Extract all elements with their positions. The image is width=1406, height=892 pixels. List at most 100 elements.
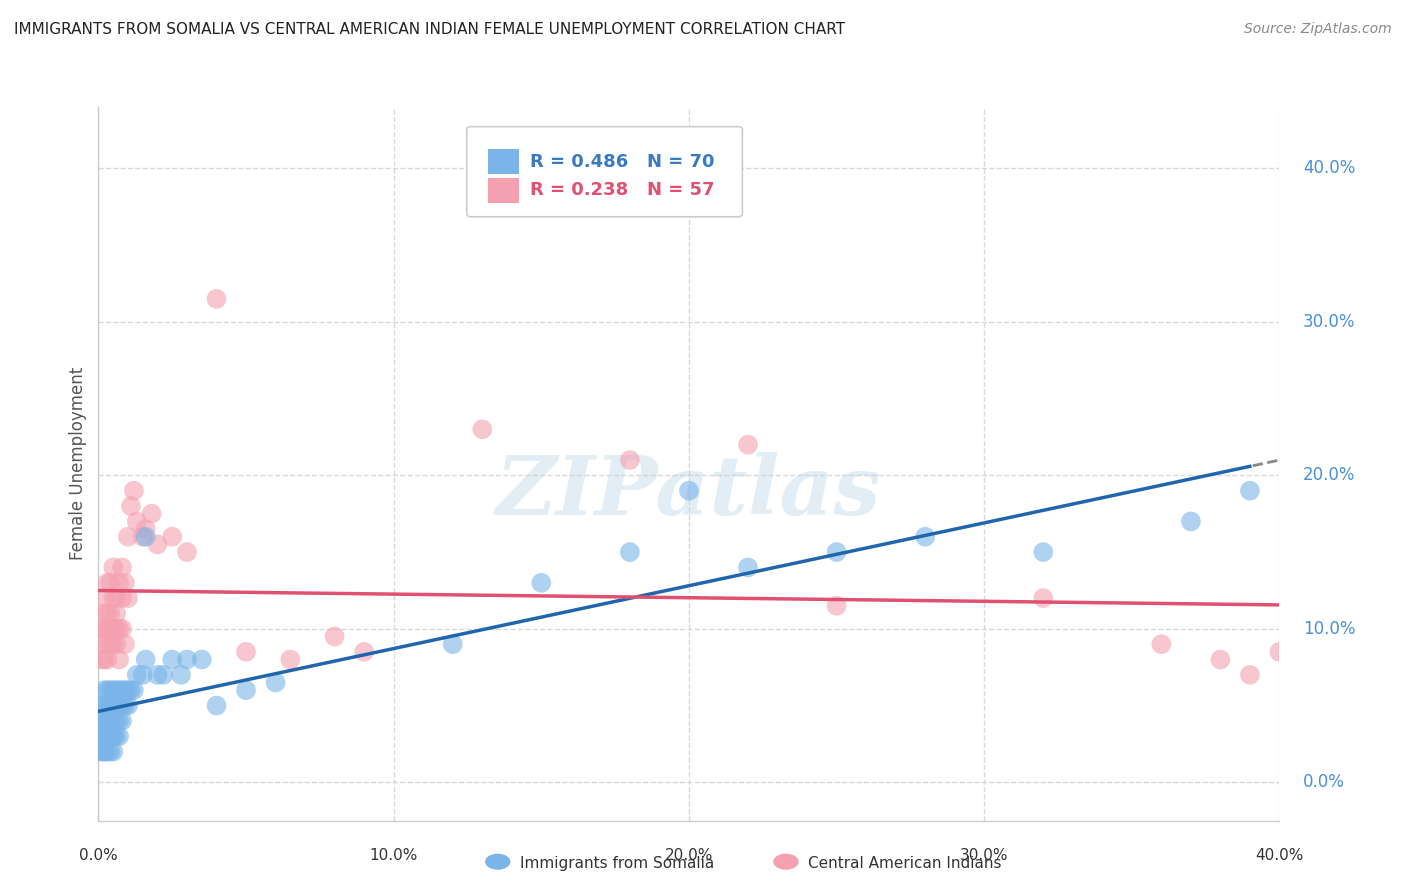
Point — [141, 507, 163, 521]
Point — [103, 591, 125, 606]
Point — [93, 745, 115, 759]
Point — [108, 622, 131, 636]
Text: Central American Indians: Central American Indians — [808, 856, 1002, 871]
Point — [98, 729, 121, 743]
Point — [111, 698, 134, 713]
Point — [93, 745, 115, 759]
Point — [530, 575, 553, 590]
Text: 30.0%: 30.0% — [960, 848, 1008, 863]
Text: 30.0%: 30.0% — [1303, 313, 1355, 331]
Point — [103, 637, 125, 651]
Point — [93, 637, 115, 651]
Point — [108, 575, 131, 590]
Point — [103, 729, 125, 743]
Point — [108, 729, 131, 743]
Point — [93, 591, 115, 606]
Point — [98, 698, 121, 713]
Point — [1239, 668, 1261, 682]
Point — [108, 698, 131, 713]
Point — [103, 560, 125, 574]
Point — [96, 683, 118, 698]
Point — [98, 622, 121, 636]
Point — [98, 714, 121, 728]
Point — [278, 652, 302, 666]
Point — [120, 683, 142, 698]
Point — [1150, 637, 1173, 651]
Text: R = 0.238   N = 57: R = 0.238 N = 57 — [530, 181, 714, 199]
Point — [103, 729, 125, 743]
Text: ZIPatlas: ZIPatlas — [496, 452, 882, 533]
Point — [96, 637, 118, 651]
Text: 0.0%: 0.0% — [1303, 773, 1346, 791]
Point — [93, 622, 115, 636]
Point — [96, 729, 118, 743]
Point — [132, 530, 155, 544]
Point — [105, 683, 128, 698]
Point — [1209, 652, 1232, 666]
Point — [111, 622, 134, 636]
Point — [108, 714, 131, 728]
Point — [90, 652, 112, 666]
Point — [441, 637, 464, 651]
Point — [105, 714, 128, 728]
Point — [1180, 515, 1202, 529]
Point — [93, 729, 115, 743]
Text: 40.0%: 40.0% — [1303, 160, 1355, 178]
Text: R = 0.486   N = 70: R = 0.486 N = 70 — [530, 153, 714, 170]
Point — [105, 591, 128, 606]
Text: 20.0%: 20.0% — [665, 848, 713, 863]
Point — [471, 422, 494, 436]
Point — [1032, 591, 1054, 606]
Point — [132, 668, 155, 682]
Point — [117, 530, 139, 544]
Text: 10.0%: 10.0% — [1303, 620, 1355, 638]
Point — [96, 714, 118, 728]
Point — [96, 745, 118, 759]
Point — [162, 652, 183, 666]
Point — [117, 591, 139, 606]
Text: Source: ZipAtlas.com: Source: ZipAtlas.com — [1244, 22, 1392, 37]
Point — [93, 714, 115, 728]
Point — [323, 630, 346, 644]
Y-axis label: Female Unemployment: Female Unemployment — [69, 368, 87, 560]
Point — [125, 515, 148, 529]
Point — [825, 545, 848, 559]
Point — [96, 607, 118, 621]
Point — [125, 668, 148, 682]
Text: IMMIGRANTS FROM SOMALIA VS CENTRAL AMERICAN INDIAN FEMALE UNEMPLOYMENT CORRELATI: IMMIGRANTS FROM SOMALIA VS CENTRAL AMERI… — [14, 22, 845, 37]
Text: 40.0%: 40.0% — [1256, 848, 1303, 863]
Point — [105, 622, 128, 636]
Point — [93, 683, 115, 698]
Point — [120, 499, 142, 513]
Point — [114, 637, 136, 651]
Point — [146, 537, 169, 551]
Point — [111, 683, 134, 698]
Point — [1268, 645, 1291, 659]
Point — [135, 530, 157, 544]
Point — [678, 483, 700, 498]
Point — [176, 545, 198, 559]
Point — [103, 714, 125, 728]
Point — [146, 668, 169, 682]
Point — [105, 607, 128, 621]
Point — [103, 745, 125, 759]
Point — [96, 698, 118, 713]
Point — [96, 652, 118, 666]
Point — [98, 575, 121, 590]
Point — [105, 637, 128, 651]
Point — [914, 530, 936, 544]
Point — [98, 745, 121, 759]
Point — [122, 683, 145, 698]
Point — [114, 683, 136, 698]
Text: 20.0%: 20.0% — [1303, 467, 1355, 484]
Point — [170, 668, 193, 682]
Point — [264, 675, 287, 690]
Point — [98, 607, 121, 621]
Point — [235, 645, 257, 659]
Point — [235, 683, 257, 698]
Point — [90, 745, 112, 759]
Point — [162, 530, 183, 544]
Point — [98, 683, 121, 698]
Point — [114, 698, 136, 713]
Point — [108, 683, 131, 698]
